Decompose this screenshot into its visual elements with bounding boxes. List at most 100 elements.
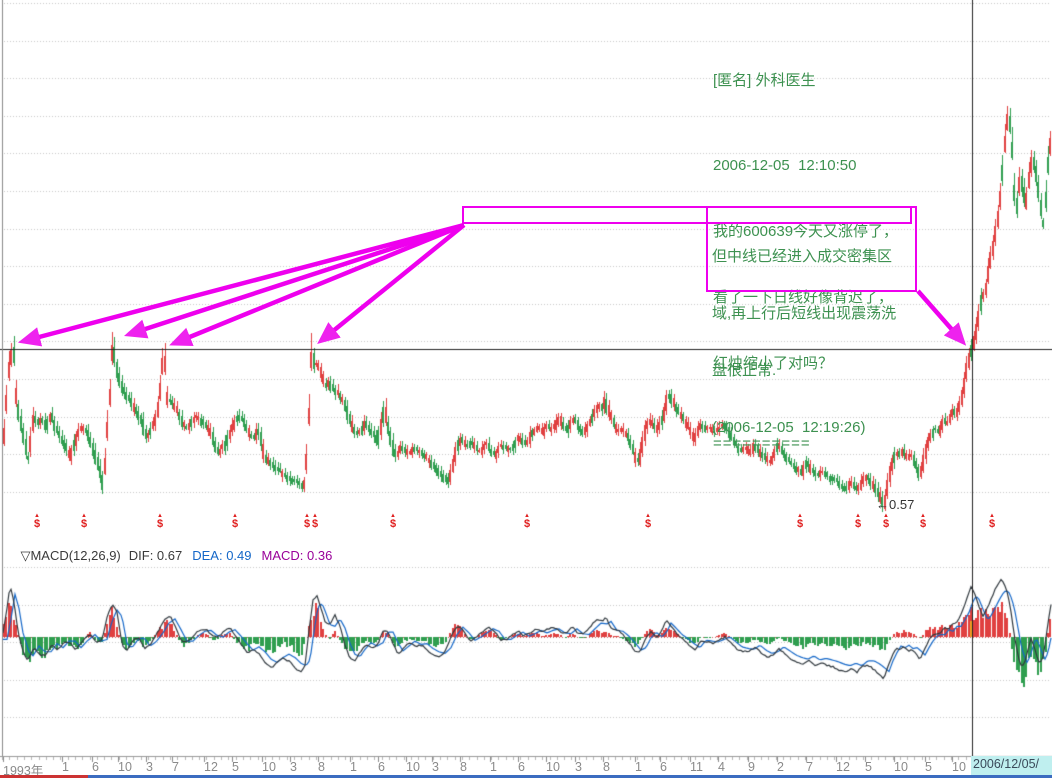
x-axis-tick-label: 1 — [62, 760, 69, 774]
post-line: 红烛缩小了对吗？ — [713, 355, 834, 372]
marker-dollar-glyph: $ — [854, 518, 862, 530]
macd-value: MACD: 0.36 — [261, 548, 333, 563]
ex-rights-dollar-icon: ▲ $ — [642, 513, 654, 530]
cursor-date-badge: 2006/12/05/二 — [971, 756, 1052, 778]
x-axis-tick-label: 2 — [777, 760, 784, 774]
x-axis-tick-label: 3 — [146, 760, 153, 774]
ex-rights-dollar-icon: ▲ $ — [794, 513, 806, 530]
post-line: 我的600639今天又涨停了， — [713, 223, 899, 240]
x-axis-tick-label: 7 — [806, 760, 813, 774]
marker-dollar-glyph: $ — [80, 518, 88, 530]
marker-up-arrow-icon: ▲ — [920, 513, 926, 519]
marker-dollar-glyph: $ — [523, 518, 531, 530]
x-axis-tick-label: 1 — [490, 760, 497, 774]
x-axis-tick-label: 10 — [894, 760, 908, 774]
forum-post-annotation: [匿名] 外科医生 2006-12-05 12:10:50 我的600639今天… — [713, 26, 898, 499]
indicator-name: MACD(12,26,9) — [30, 548, 121, 563]
bottom-strip-red — [0, 775, 88, 778]
indicator-collapse-icon[interactable]: ▽ — [20, 548, 31, 563]
ex-rights-dollar-icon: ▲ $ — [986, 513, 998, 530]
ex-rights-dollar-icon: ▲ $ — [387, 513, 399, 530]
marker-up-arrow-icon: ▲ — [855, 513, 861, 519]
post-timestamp: 2006-12-05 12:10:50 — [713, 157, 857, 174]
marker-up-arrow-icon: ▲ — [312, 513, 318, 519]
x-axis-tick-label: 3 — [575, 760, 582, 774]
x-axis-tick-label: 6 — [92, 760, 99, 774]
ex-rights-dollar-icon: ▲ $ — [880, 513, 892, 530]
marker-up-arrow-icon: ▲ — [524, 513, 530, 519]
marker-dollar-glyph: $ — [644, 518, 652, 530]
x-axis-tick-label: 5 — [925, 760, 932, 774]
marker-up-arrow-icon: ▲ — [797, 513, 803, 519]
x-axis-tick-label: 7 — [172, 760, 179, 774]
x-axis-tick-label: 1 — [635, 760, 642, 774]
callout-line: 但中线已经进入成交密集区 — [712, 248, 893, 265]
marker-up-arrow-icon: ▲ — [81, 513, 87, 519]
marker-dollar-glyph: $ — [389, 518, 397, 530]
marker-up-arrow-icon: ▲ — [883, 513, 889, 519]
x-axis-tick-label: 6 — [378, 760, 385, 774]
macd-indicator-header: ▽MACD(12,26,9) DIF: 0.67 DEA: 0.49 MACD: 0.… — [6, 533, 332, 579]
x-axis[interactable]: 1993年 1 6 10 3 7 12 5 10 3 8 1 6 10 3 8 1 6 10 3 8 1 6 11 4 9 2 7 12… — [0, 756, 1052, 778]
ex-rights-dollar-icon: ▲ $ — [78, 513, 90, 530]
x-axis-tick-label: 8 — [318, 760, 325, 774]
x-axis-tick-label: 10 — [262, 760, 276, 774]
marker-dollar-glyph: $ — [311, 518, 319, 530]
ex-rights-dollar-icon: ▲ $ — [309, 513, 321, 530]
x-axis-tick-label: 6 — [660, 760, 667, 774]
callout-line: 盘很正常. — [712, 362, 777, 379]
marker-up-arrow-icon: ▲ — [989, 513, 995, 519]
ex-rights-dollar-icon: ▲ $ — [301, 513, 313, 530]
x-axis-tick-label: 5 — [232, 760, 239, 774]
marker-dollar-glyph: $ — [796, 518, 804, 530]
ex-rights-dollar-icon: ▲ $ — [31, 513, 43, 530]
x-axis-tick-label: 10 — [952, 760, 966, 774]
dif-value: DIF: 0.67 — [128, 548, 183, 563]
marker-dollar-glyph: $ — [33, 518, 41, 530]
marker-up-arrow-icon: ▲ — [232, 513, 238, 519]
x-axis-tick-label: 1993年 — [3, 764, 44, 778]
ex-rights-dollar-icon: ▲ $ — [521, 513, 533, 530]
marker-dollar-glyph: $ — [988, 518, 996, 530]
x-axis-tick-label: 3 — [290, 760, 297, 774]
marker-up-arrow-icon: ▲ — [34, 513, 40, 519]
x-axis-tick-label: 4 — [718, 760, 725, 774]
callout-line: (2006-12-05 12:19:26) — [712, 419, 866, 436]
ex-rights-dollar-icon: ▲ $ — [917, 513, 929, 530]
price-low-label: ←0.57 — [876, 497, 915, 512]
x-axis-tick-label: 12 — [836, 760, 850, 774]
annotation-callout-box: 但中线已经进入成交密集区 域,再上行后短线出现震荡洗 盘很正常. (2006-1… — [706, 206, 917, 436]
x-axis-tick-label: 12 — [204, 760, 218, 774]
x-axis-tick-label: 8 — [460, 760, 467, 774]
marker-dollar-glyph: $ — [882, 518, 890, 530]
ex-rights-dollar-icon: ▲ $ — [154, 513, 166, 530]
x-axis-tick-label: 3 — [432, 760, 439, 774]
marker-up-arrow-icon: ▲ — [390, 513, 396, 519]
ex-rights-dollar-icon: ▲ $ — [229, 513, 241, 530]
post-divider: ========== — [713, 435, 811, 452]
x-axis-tick-label: 6 — [518, 760, 525, 774]
marker-dollar-glyph: $ — [156, 518, 164, 530]
marker-up-arrow-icon: ▲ — [157, 513, 163, 519]
x-axis-tick-label: 10 — [406, 760, 420, 774]
x-axis-tick-label: 9 — [748, 760, 755, 774]
marker-dollar-glyph: $ — [919, 518, 927, 530]
marker-dollar-glyph: $ — [303, 518, 311, 530]
marker-dollar-glyph: $ — [231, 518, 239, 530]
x-axis-tick-label: 11 — [690, 760, 703, 774]
bottom-edge-strip — [0, 775, 1052, 778]
post-line: 看了一下日线好像背迟了， — [713, 289, 894, 306]
x-axis-tick-label: 8 — [603, 760, 610, 774]
annotation-highlight-box — [462, 206, 912, 224]
x-axis-tick-label: 10 — [118, 760, 132, 774]
post-author: [匿名] 外科医生 — [713, 72, 816, 89]
dea-value: DEA: 0.49 — [192, 548, 252, 563]
marker-up-arrow-icon: ▲ — [645, 513, 651, 519]
marker-up-arrow-icon: ▲ — [304, 513, 310, 519]
bottom-strip-blue — [88, 775, 1052, 778]
callout-line: 域,再上行后短线出现震荡洗 — [712, 305, 897, 322]
x-axis-tick-label: 10 — [546, 760, 560, 774]
x-axis-tick-label: 1 — [350, 760, 357, 774]
